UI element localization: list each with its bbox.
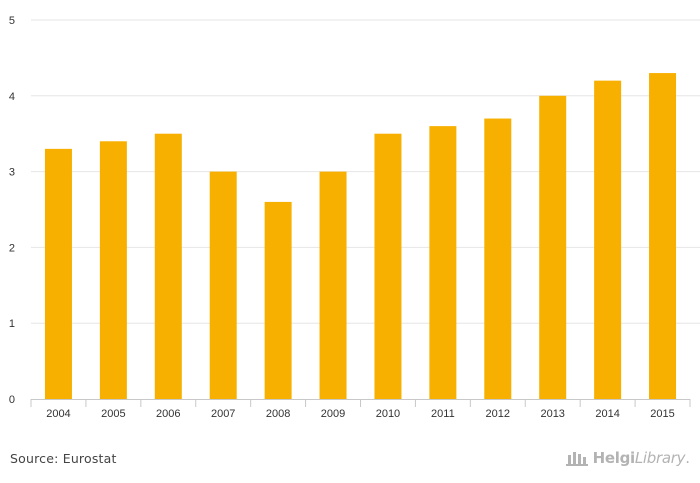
bar-2011[interactable] [429, 126, 457, 400]
bar-2013[interactable] [539, 95, 567, 400]
brand-name-helgi: Helgi [592, 449, 636, 467]
y-tick-label-5: 5 [9, 15, 15, 27]
brand-dot: . [685, 449, 690, 467]
x-tick-label-2009: 2009 [321, 408, 345, 420]
bar-2010[interactable] [374, 133, 402, 399]
helgi-library-logo[interactable]: Helgi Library. [565, 449, 690, 467]
bar-2014[interactable] [594, 80, 622, 399]
bar-2005[interactable] [99, 141, 127, 399]
bar-2015[interactable] [649, 73, 677, 399]
gridlines [31, 19, 700, 324]
x-tick-label-2011: 2011 [431, 408, 455, 420]
x-tick-label-2007: 2007 [211, 408, 235, 420]
x-tick-label-2010: 2010 [376, 408, 400, 420]
source-note: Source: Eurostat [10, 451, 117, 466]
x-axis [30, 399, 691, 407]
x-tick-label-2012: 2012 [486, 408, 510, 420]
y-tick-label-1: 1 [9, 318, 15, 330]
bars [44, 73, 677, 400]
bar-2004[interactable] [44, 148, 72, 399]
x-tick-label-2006: 2006 [156, 408, 180, 420]
brand-name-library: Library [634, 449, 686, 467]
y-tick-label-0: 0 [9, 394, 15, 406]
x-tick-label-2005: 2005 [101, 408, 125, 420]
bar-2007[interactable] [209, 171, 237, 399]
x-axis-ticks: 2004 2005 2006 2007 2008 2009 2010 2011 2012 2013… [46, 408, 675, 420]
y-tick-label-3: 3 [9, 167, 15, 179]
x-tick-label-2004: 2004 [46, 408, 70, 420]
y-tick-label-2: 2 [9, 242, 15, 254]
bar-2008[interactable] [264, 201, 292, 399]
bar-2012[interactable] [484, 118, 512, 399]
x-tick-label-2008: 2008 [266, 408, 290, 420]
x-tick-label-2013: 2013 [540, 408, 564, 420]
y-axis-ticks: 0 1 2 3 4 5 [9, 15, 15, 406]
library-building-icon [565, 452, 588, 466]
x-tick-label-2015: 2015 [650, 408, 674, 420]
y-tick-label-4: 4 [9, 91, 15, 103]
bar-2006[interactable] [154, 133, 182, 399]
x-tick-label-2014: 2014 [595, 408, 619, 420]
bar-2009[interactable] [319, 171, 347, 399]
